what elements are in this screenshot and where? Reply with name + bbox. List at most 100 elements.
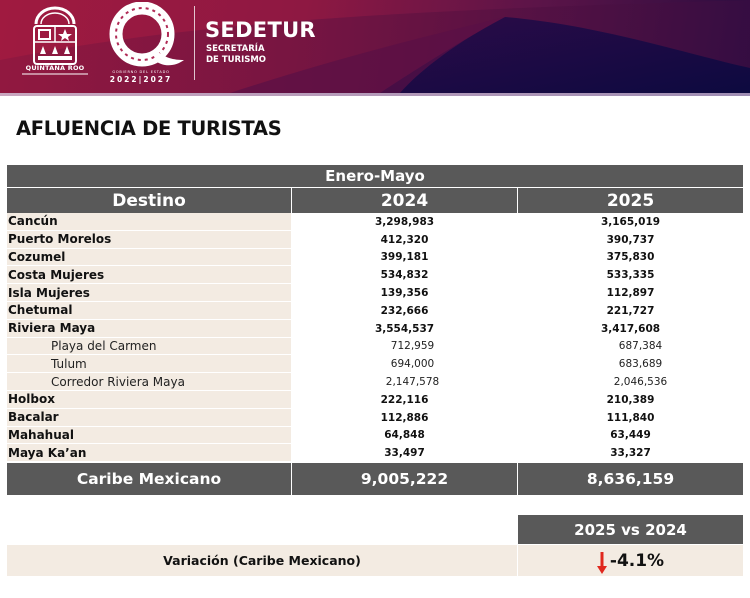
value-2025-cell: 221,727 [518,302,743,320]
destino-cell-text: Bacalar [8,410,59,425]
value-2024-cell-text: 222,116 [380,393,429,406]
header-destino: Destino [7,188,291,213]
value-2024-cell: 3,298,983 [292,213,517,231]
table-row: Maya Ka’an 33,497 33,327 [7,444,743,463]
value-2025-cell-text: 683,689 [618,358,663,371]
value-2024-cell: 412,320 [292,231,517,249]
value-2024-cell: 112,886 [292,409,517,427]
destino-cell-text: Isla Mujeres [8,285,90,300]
destino-cell-text: Cozumel [8,249,66,264]
destino-cell: Corredor Riviera Maya [7,373,291,391]
destino-cell-text: Tulum [51,356,87,371]
value-2025-cell-text: 111,840 [606,411,655,424]
table-row: Chetumal 232,666 221,727 [7,301,743,320]
header-divider [194,6,195,80]
value-2025-cell-text: 210,389 [606,393,655,406]
variation-label: Variación (Caribe Mexicano) [7,545,517,576]
table-row: Holbox 222,116 210,389 [7,390,743,409]
value-2025-cell: 375,830 [518,249,743,267]
quintana-roo-shield-logo [33,6,77,65]
value-2024-cell-text: 2,147,578 [385,376,440,389]
value-2024-cell: 694,000 [292,355,517,373]
value-2024-cell-text: 412,320 [380,233,429,246]
value-2024-cell-text: 112,886 [380,411,429,424]
destino-cell-text: Mahahual [8,427,74,442]
value-2025-cell-text: 3,165,019 [600,215,661,228]
value-2025-cell-text: 33,327 [610,447,651,460]
value-2025-cell-text: 533,335 [606,269,655,282]
destino-cell: Riviera Maya [7,319,291,338]
destino-cell: Bacalar [7,408,291,427]
tourist-table: Enero-Mayo Destino 2024 2025 Cancún 3,298… [7,165,743,496]
value-2025-cell: 33,327 [518,444,743,462]
value-2024-cell: 534,832 [292,266,517,284]
destino-cell: Maya Ka’an [7,444,291,463]
value-2025-cell: 533,335 [518,266,743,284]
destino-cell: Cozumel [7,248,291,267]
table-row: Cancún 3,298,983 3,165,019 [7,213,743,231]
destino-cell: Costa Mujeres [7,266,291,285]
value-2025-cell-text: 687,384 [618,340,663,353]
destino-cell: Puerto Morelos [7,230,291,249]
value-2025-cell-text: 112,897 [606,287,655,300]
value-2024-cell: 64,848 [292,427,517,445]
value-2024-cell-text: 712,959 [390,340,435,353]
value-2024-cell: 139,356 [292,284,517,302]
value-2024-cell: 3,554,537 [292,320,517,338]
value-2025-cell: 687,384 [518,338,743,356]
destino-cell-text: Chetumal [8,303,73,318]
table-subrow: Playa del Carmen 712,959 687,384 [7,337,743,356]
column-headers: Destino 2024 2025 [7,188,743,213]
value-2025-cell-text: 63,449 [610,429,651,442]
variation-row: Variación (Caribe Mexicano) -4.1% [7,545,743,576]
value-2024-cell: 232,666 [292,302,517,320]
value-2024-cell-text: 694,000 [390,358,435,371]
agency-name: SEDETUR [205,18,316,42]
value-2025-cell-text: 390,737 [606,233,655,246]
header-2025: 2025 [518,188,743,213]
table-row: Bacalar 112,886 111,840 [7,408,743,427]
value-2025-cell: 63,449 [518,427,743,445]
destino-cell-text: Costa Mujeres [8,267,105,282]
value-2024-cell: 222,116 [292,391,517,409]
agency-subtitle-2: DE TURISMO [206,55,267,65]
value-2025-cell: 112,897 [518,284,743,302]
destino-cell-text: Cancún [8,214,58,229]
value-2025-cell: 683,689 [518,355,743,373]
variation-cell: -4.1% [518,545,743,576]
total-label: Caribe Mexicano [7,463,291,496]
value-2024-cell-text: 3,554,537 [374,322,435,335]
total-2025: 8,636,159 [518,463,743,496]
period-header: Enero-Mayo [7,165,743,187]
state-logo-tagline [22,73,88,75]
table-subrow: Corredor Riviera Maya 2,147,578 2,046,536 [7,373,743,391]
variation-header: 2025 vs 2024 [518,515,743,544]
destino-cell: Playa del Carmen [7,337,291,356]
value-2025-cell: 111,840 [518,409,743,427]
destino-cell-text: Riviera Maya [8,321,96,336]
table-body: Cancún 3,298,983 3,165,019 Puerto Morelos 41… [7,213,743,463]
destino-cell: Cancún [7,213,291,231]
value-2025-cell: 210,389 [518,391,743,409]
header-banner: QUINTANA ROO GOBIERNO DEL ESTADO 2022|20… [0,0,750,93]
table-subrow: Tulum 694,000 683,689 [7,355,743,374]
gov-years: 2022|2027 [109,75,173,84]
value-2024-cell-text: 399,181 [380,251,429,264]
banner-strip [0,93,750,96]
value-2025-cell: 390,737 [518,231,743,249]
table-row: Puerto Morelos 412,320 390,737 [7,230,743,249]
state-logo-text: QUINTANA ROO [25,64,85,72]
total-row: Caribe Mexicano 9,005,222 8,636,159 [7,463,743,496]
destino-cell: Holbox [7,390,291,409]
header-2024: 2024 [292,188,517,213]
value-2025-cell-text: 375,830 [606,251,655,264]
table-row: Isla Mujeres 139,356 112,897 [7,284,743,302]
destino-cell-text: Holbox [8,392,55,407]
value-2024-cell-text: 232,666 [380,304,429,317]
destino-cell: Tulum [7,355,291,374]
table-row: Mahahual 64,848 63,449 [7,426,743,445]
table-row: Riviera Maya 3,554,537 3,417,608 [7,319,743,338]
destino-cell: Isla Mujeres [7,284,291,302]
value-2024-cell-text: 3,298,983 [374,215,435,228]
value-2025-cell-text: 2,046,536 [613,376,668,389]
